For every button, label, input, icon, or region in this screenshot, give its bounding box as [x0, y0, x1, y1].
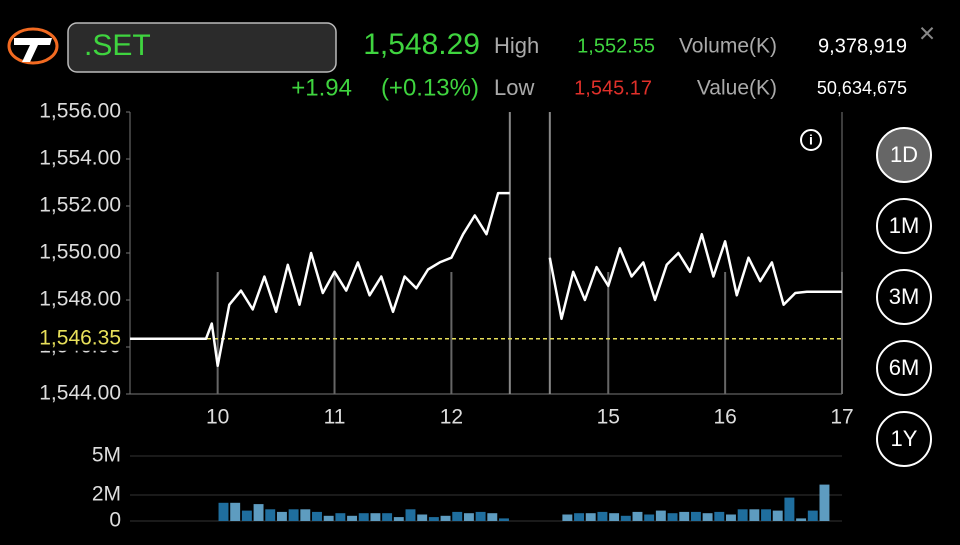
volume-bar	[620, 515, 631, 521]
range-button-label: 1Y	[891, 426, 918, 451]
volume-bar	[772, 510, 783, 521]
volume-bar	[347, 515, 358, 521]
range-button-label: 3M	[889, 284, 920, 309]
range-button[interactable]	[876, 411, 932, 467]
volume-bar	[679, 511, 690, 521]
y-tick-label: 1,550.00	[39, 241, 121, 264]
range-button-label: 6M	[889, 355, 920, 380]
volume-bar	[487, 513, 498, 521]
volume-bar	[452, 511, 463, 521]
price: 1,548.29	[363, 28, 480, 61]
volume-bar	[574, 513, 585, 521]
close-button[interactable]: ×	[919, 17, 935, 48]
info-text: i	[809, 132, 813, 148]
low: 1,545.17	[574, 77, 652, 99]
volume-bar	[784, 497, 795, 521]
x-tick-label: 17	[830, 406, 853, 429]
volume-bar	[218, 502, 229, 521]
low-label: Low	[494, 75, 534, 100]
y-tick-label: 1,544.00	[39, 382, 121, 405]
volume-bar	[714, 511, 725, 521]
volume-bar	[265, 509, 276, 521]
range-button-label: 1M	[889, 213, 920, 238]
value: 50,634,675	[817, 78, 907, 98]
symbol: .SET	[84, 29, 151, 62]
range-button[interactable]	[876, 269, 932, 325]
volume-bar	[796, 518, 807, 521]
volume-bar	[667, 513, 678, 521]
volume-bar	[323, 515, 334, 521]
volume-bar	[609, 513, 620, 521]
y-tick-label: 5M	[92, 444, 121, 467]
volume-bar	[819, 484, 830, 521]
price-line	[130, 191, 842, 368]
volume-bar	[807, 510, 818, 521]
volume-bar	[761, 509, 772, 521]
symbol-input[interactable]	[67, 22, 337, 73]
x-tick-label: 11	[324, 406, 346, 429]
volume-bar	[690, 511, 701, 521]
volume-bar	[499, 518, 509, 521]
volume-bar	[562, 514, 573, 521]
logo	[7, 27, 59, 65]
volume-bar	[253, 504, 264, 521]
volume-bar	[737, 509, 748, 521]
volume-bar	[702, 513, 713, 521]
volume-bar	[230, 502, 241, 521]
x-tick-label: 16	[713, 406, 736, 429]
volume-bar	[726, 514, 736, 521]
range-button[interactable]	[876, 198, 932, 254]
volume-bar	[300, 509, 311, 521]
volume-bar	[370, 513, 381, 521]
volume-bar	[241, 510, 252, 521]
info-icon[interactable]	[800, 129, 822, 151]
volume-bar	[382, 513, 393, 521]
volume-label: Volume(K)	[679, 35, 777, 58]
y-tick-label: 2M	[92, 483, 121, 506]
x-tick-label: 15	[597, 406, 620, 429]
reference-label: 1,546.35	[39, 326, 121, 349]
volume-bar	[749, 509, 760, 521]
volume-bar	[428, 517, 439, 521]
y-tick-label: 0	[109, 509, 121, 532]
volume-bar	[644, 514, 655, 521]
x-tick-label: 10	[206, 406, 229, 429]
volume-bar	[597, 511, 608, 521]
volume-bar	[440, 515, 451, 521]
y-tick-label: 1,556.00	[39, 100, 121, 123]
high-label: High	[494, 33, 539, 58]
volume-bar	[405, 509, 416, 521]
volume-bar	[475, 511, 486, 521]
y-tick-label: 1,548.00	[39, 288, 121, 311]
x-tick-label: 12	[440, 406, 463, 429]
range-button[interactable]	[876, 340, 932, 396]
volume-bar	[585, 513, 596, 521]
change-pct: (+0.13%)	[381, 74, 479, 101]
volume-bar	[276, 511, 287, 521]
range-button-label: 1D	[890, 142, 918, 167]
volume-bar	[463, 513, 474, 521]
volume: 9,378,919	[818, 35, 907, 57]
change: +1.94	[291, 74, 352, 101]
value-label: Value(K)	[697, 77, 777, 100]
volume-bar	[335, 513, 346, 521]
y-tick-label: 1,552.00	[39, 194, 121, 217]
volume-bar	[312, 511, 322, 521]
volume-bar	[288, 509, 299, 521]
y-tick-label: 1,554.00	[39, 147, 121, 170]
reference-label-bg	[0, 326, 126, 351]
range-button[interactable]	[876, 127, 932, 183]
volume-bar	[655, 510, 666, 521]
volume-bar	[417, 514, 428, 521]
high: 1,552.55	[577, 35, 655, 57]
volume-bar	[632, 511, 643, 521]
volume-bar	[393, 517, 404, 521]
volume-bar	[358, 513, 369, 521]
